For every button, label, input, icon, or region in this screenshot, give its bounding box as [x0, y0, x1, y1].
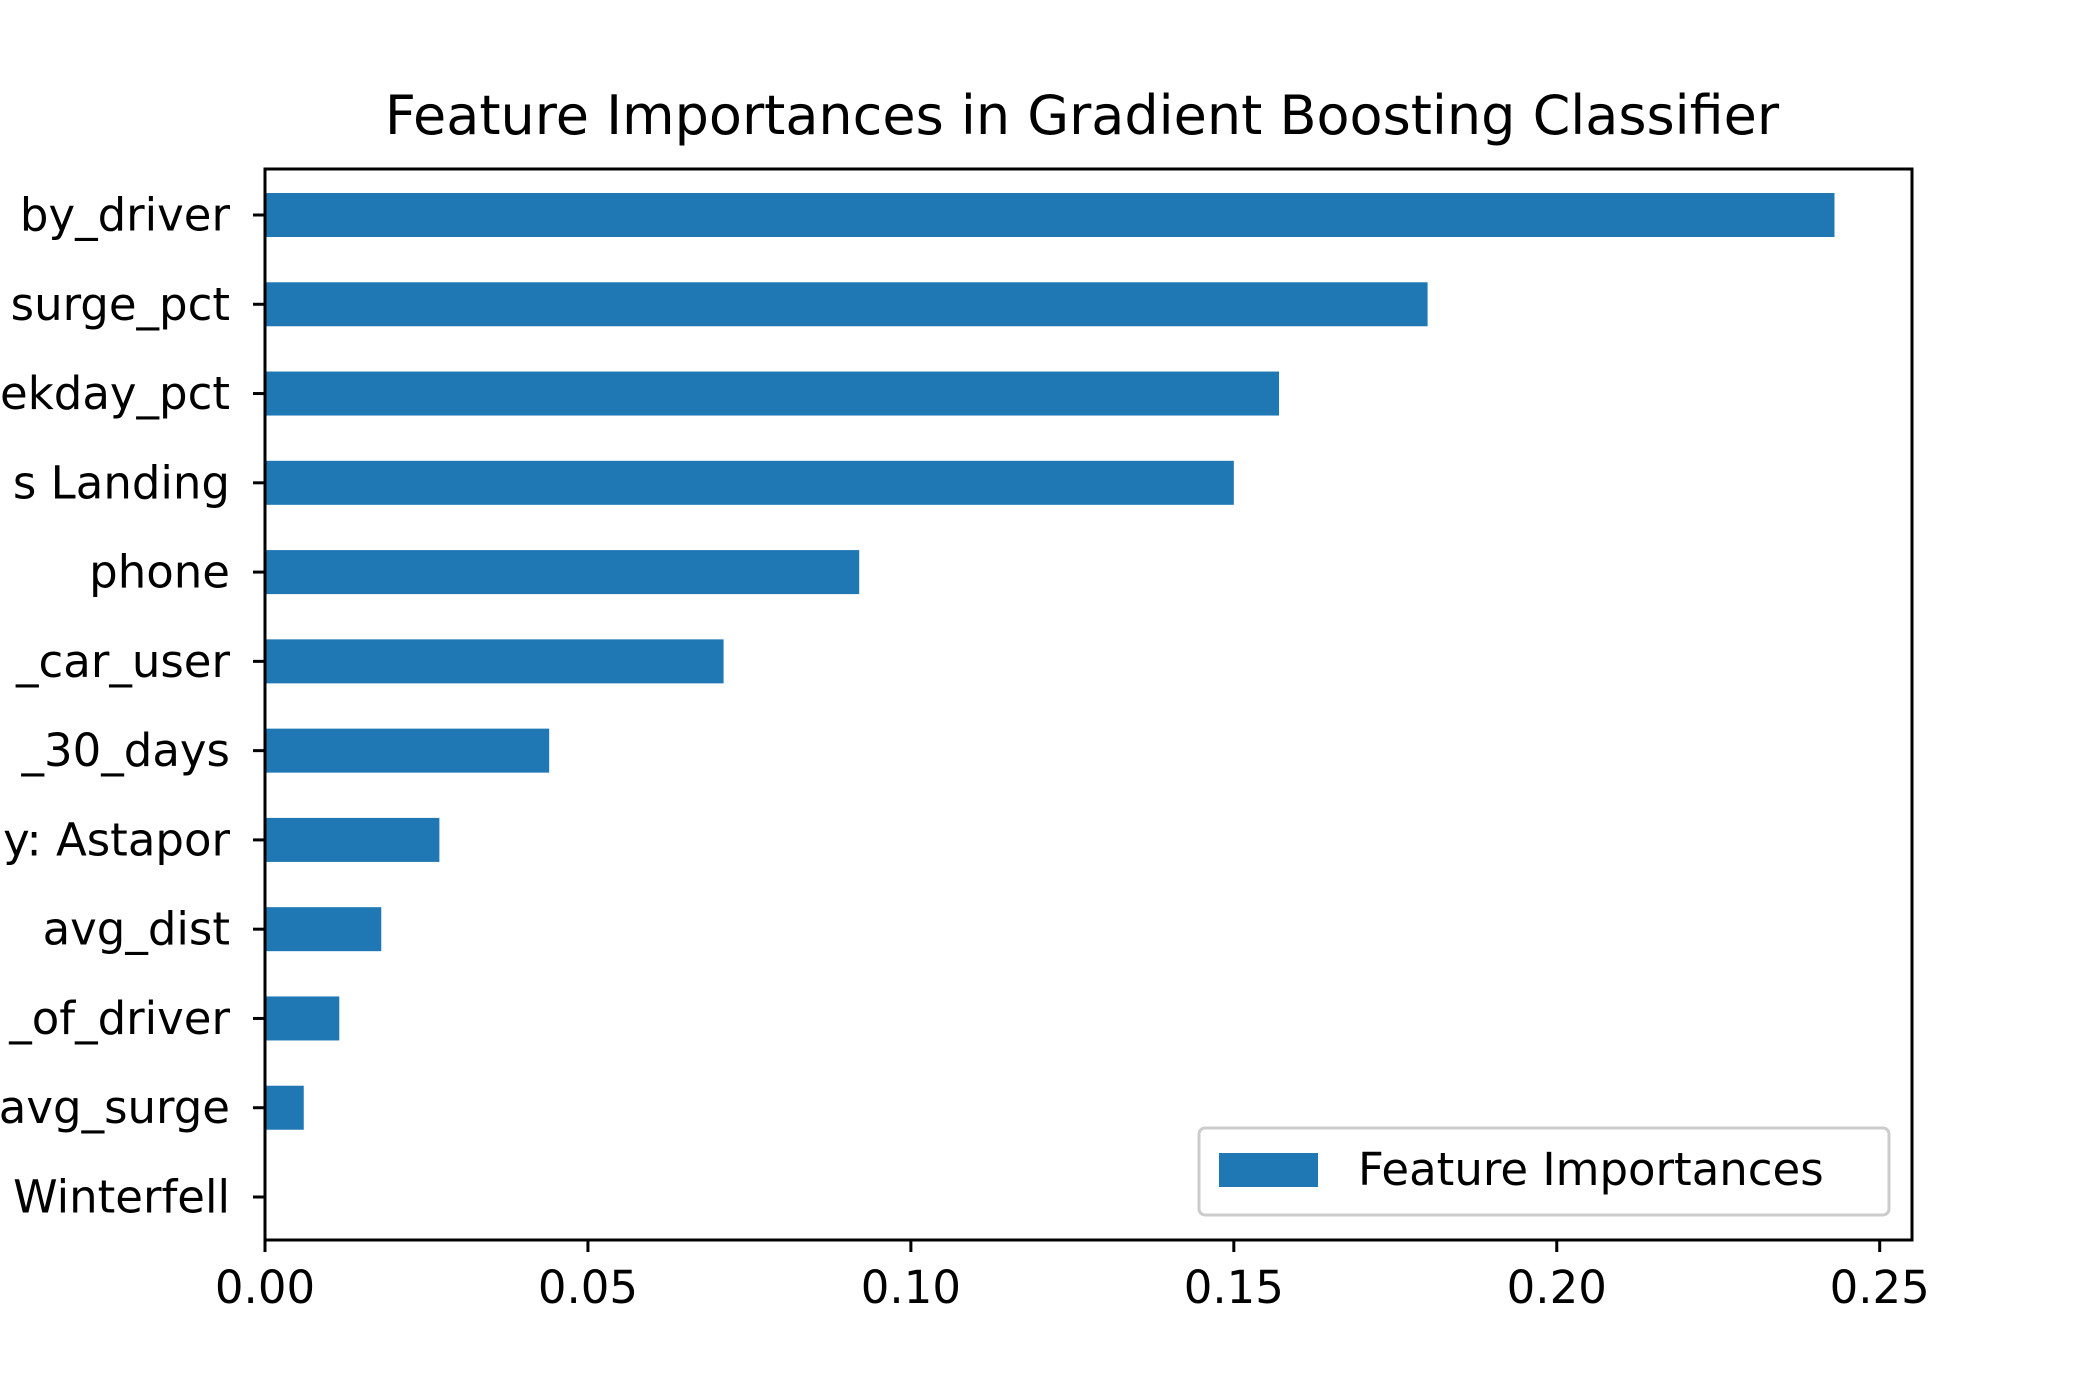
x-tick-label-3: 0.15 — [1184, 1261, 1284, 1314]
legend-box — [1197, 1126, 1891, 1217]
y-tick-label-1: surge_pct — [11, 278, 230, 331]
y-tick-label-6: _30_days — [21, 724, 230, 777]
legend-swatch — [1219, 1153, 1318, 1187]
y-tick-label-3: s Landing — [13, 456, 230, 509]
plot-area-frame — [263, 167, 1914, 1242]
x-tick-label-1: 0.05 — [538, 1261, 638, 1314]
y-tick-label-8: avg_dist — [43, 903, 230, 956]
legend-label: Feature Importances — [1358, 1143, 1824, 1196]
x-tick-label-4: 0.20 — [1507, 1261, 1607, 1314]
bars-layer — [265, 193, 1835, 1130]
y-tick-label-0: by_driver — [20, 189, 231, 242]
bar-0 — [265, 193, 1835, 237]
y-tick-label-10: avg_surge — [0, 1081, 230, 1134]
y-tick-label-7: y: Astapor — [3, 813, 230, 866]
bar-7 — [265, 817, 440, 862]
x-tick-label-5: 0.25 — [1830, 1261, 1930, 1314]
y-tick-label-5: _car_user — [15, 635, 230, 688]
bar-3 — [265, 460, 1234, 505]
bar-2 — [265, 371, 1280, 416]
x-axis-ticks: 0.00 0.05 0.10 0.15 0.20 0.25 — [215, 1240, 1930, 1314]
bar-1 — [265, 282, 1428, 327]
chart-title: Feature Importances in Gradient Boosting… — [385, 84, 1780, 147]
y-tick-label-2: ekday_pct — [0, 367, 230, 420]
bar-5 — [265, 639, 724, 684]
bar-6 — [265, 728, 550, 773]
y-tick-label-11: Winterfell — [13, 1171, 230, 1224]
bar-10 — [265, 1085, 304, 1130]
bar-9 — [265, 996, 340, 1041]
x-tick-label-2: 0.10 — [861, 1261, 961, 1314]
x-tick-label-0: 0.00 — [215, 1261, 315, 1314]
y-tick-label-9: _of_driver — [8, 992, 230, 1045]
bar-8 — [265, 907, 382, 952]
bar-4 — [265, 550, 860, 595]
legend: Feature Importances — [1197, 1126, 1891, 1217]
y-tick-label-4: phone — [89, 546, 230, 599]
